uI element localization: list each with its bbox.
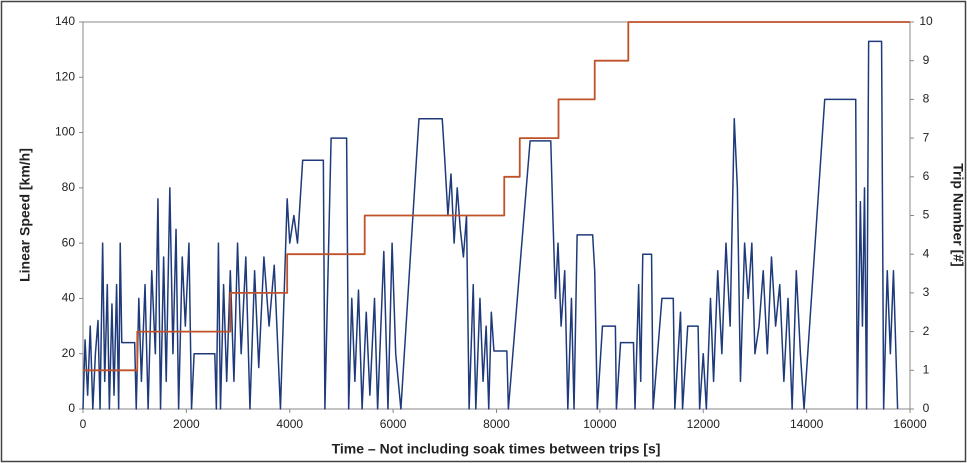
y2-tick-label: 6 <box>923 169 930 183</box>
x-tick-label: 12000 <box>687 417 721 431</box>
x-tick-label: 0 <box>80 417 87 431</box>
x-tick-label: 8000 <box>483 417 510 431</box>
y-tick-label: 100 <box>55 125 75 139</box>
x-axis-title: Time – Not including soak times between … <box>332 441 661 457</box>
y2-tick-label: 1 <box>923 362 930 376</box>
x-tick-label: 10000 <box>583 417 617 431</box>
y2-tick-label: 5 <box>923 208 930 222</box>
y2-tick-label: 2 <box>923 324 930 338</box>
y-tick-label: 140 <box>55 14 75 28</box>
y2-tick-label: 9 <box>923 53 930 67</box>
y-tick-label: 120 <box>55 69 75 83</box>
x-tick-label: 2000 <box>173 417 200 431</box>
y-tick-label: 40 <box>62 291 76 305</box>
x-tick-label: 14000 <box>790 417 824 431</box>
series-line <box>82 40 899 410</box>
y-tick-label: 0 <box>68 401 75 415</box>
y-tick-label: 80 <box>62 180 76 194</box>
y2-tick-label: 10 <box>919 14 933 28</box>
y2-tick-label: 7 <box>923 130 930 144</box>
y2-tick-label: 4 <box>923 246 930 260</box>
x-tick-label: 6000 <box>380 417 407 431</box>
y-tick-label: 60 <box>62 235 76 249</box>
y2-axis-title: Trip Number [#] <box>950 163 966 266</box>
series-line <box>83 21 910 372</box>
x-tick-label: 16000 <box>893 417 927 431</box>
y2-tick-label: 3 <box>923 285 930 299</box>
y-tick-label: 20 <box>62 346 76 360</box>
y2-tick-label: 0 <box>923 401 930 415</box>
y-axis-title: Linear Speed [km/h] <box>17 148 33 282</box>
y2-tick-label: 8 <box>923 92 930 106</box>
x-tick-label: 4000 <box>276 417 303 431</box>
